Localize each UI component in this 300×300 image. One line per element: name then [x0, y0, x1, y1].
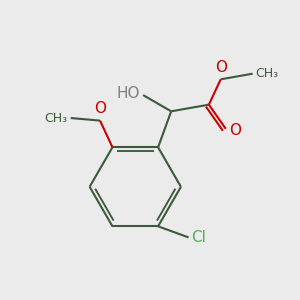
Text: CH₃: CH₃ [45, 112, 68, 124]
Text: CH₃: CH₃ [256, 67, 279, 80]
Text: Cl: Cl [191, 230, 206, 245]
Text: HO: HO [117, 86, 140, 101]
Text: O: O [215, 60, 227, 75]
Text: O: O [94, 101, 106, 116]
Text: O: O [229, 123, 241, 138]
